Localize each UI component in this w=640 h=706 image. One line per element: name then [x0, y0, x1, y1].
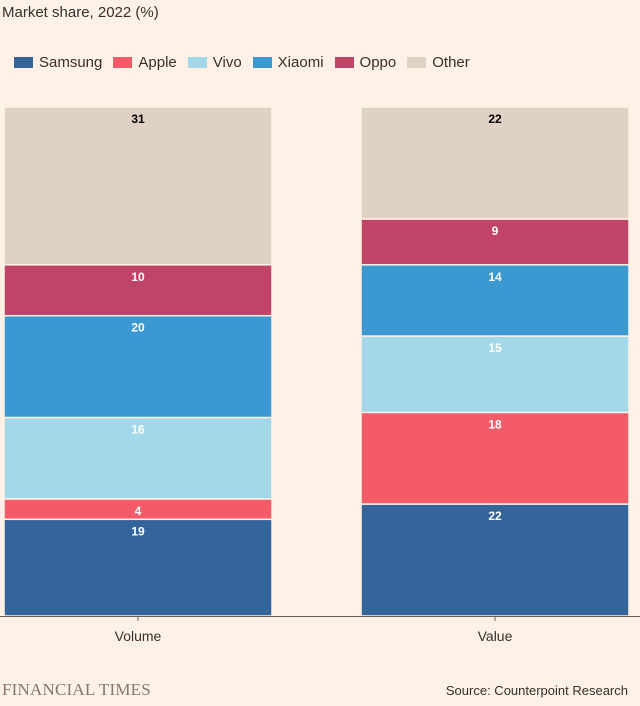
data-label-volume-vivo: 16 [131, 422, 145, 436]
data-label-value-oppo: 9 [492, 224, 499, 238]
legend-swatch-xiaomi [252, 57, 272, 68]
bar-segment-value-apple [360, 411, 630, 505]
bar-segment-volume-other [3, 106, 273, 266]
legend-swatch-apple [113, 57, 133, 68]
data-label-volume-other: 31 [131, 112, 145, 126]
financial-times-logo: FINANCIAL TIMES [2, 680, 151, 699]
legend-label-apple: Apple [138, 54, 177, 71]
chart-title: Market share, 2022 (%) [2, 4, 159, 21]
data-label-value-vivo: 15 [488, 341, 502, 355]
data-label-volume-xiaomi: 20 [131, 321, 145, 335]
legend-label-oppo: Oppo [359, 54, 397, 71]
x-tick-label-value: Value [478, 628, 513, 644]
data-label-value-apple: 18 [488, 417, 502, 431]
bar-segment-value-other [360, 106, 630, 220]
legend-item-oppo: Oppo [334, 54, 397, 71]
legend-label-other: Other [432, 54, 470, 71]
bar-segment-volume-vivo [3, 416, 273, 500]
legend-item-apple: Apple [113, 54, 177, 71]
bar-segment-value-vivo [360, 335, 630, 414]
legend-swatch-samsung [14, 57, 33, 68]
data-label-volume-apple: 4 [135, 504, 142, 518]
legend-label-samsung: Samsung [39, 54, 103, 71]
legend-item-vivo: Vivo [187, 54, 242, 71]
legend-item-samsung: Samsung [14, 54, 102, 71]
source-note: Source: Counterpoint Research [445, 683, 628, 698]
data-label-volume-samsung: 19 [131, 524, 145, 538]
legend-swatch-vivo [187, 57, 207, 68]
data-label-volume-oppo: 10 [131, 270, 145, 284]
data-label-value-xiaomi: 14 [488, 270, 502, 284]
data-label-value-samsung: 22 [488, 509, 502, 523]
legend-label-vivo: Vivo [212, 54, 242, 71]
data-label-value-other: 22 [488, 112, 502, 126]
legend-label-xiaomi: Xiaomi [277, 54, 324, 71]
legend: Samsung Apple Vivo Xiaomi Oppo Other [14, 54, 481, 71]
legend-swatch-other [407, 57, 427, 68]
legend-item-xiaomi: Xiaomi [252, 54, 324, 71]
legend-item-other: Other [407, 54, 470, 71]
bar-segment-volume-xiaomi [3, 314, 273, 419]
x-tick-label-volume: Volume [115, 628, 162, 644]
bar-segment-value-xiaomi [360, 264, 630, 337]
legend-swatch-oppo [334, 57, 354, 68]
